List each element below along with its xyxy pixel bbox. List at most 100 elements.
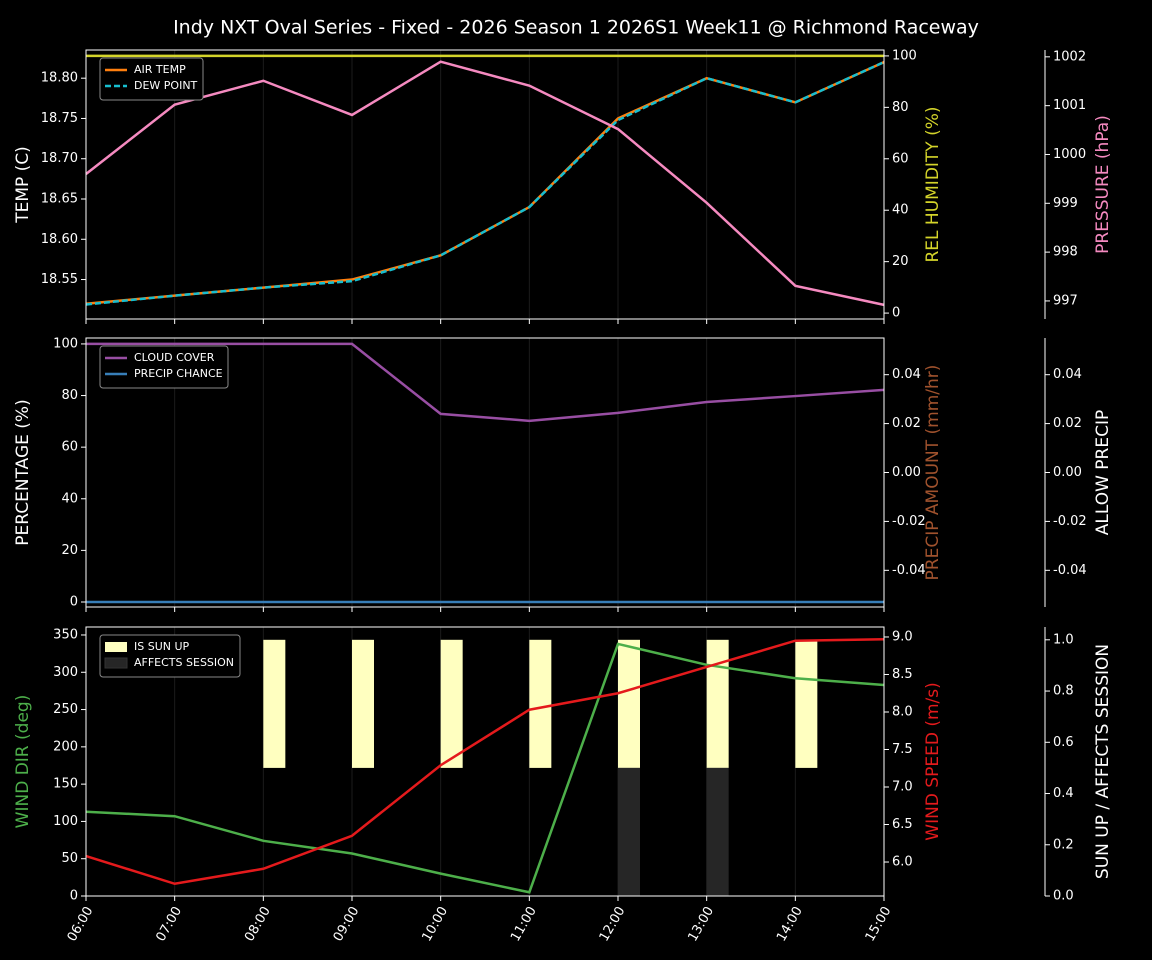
legend-label: AFFECTS SESSION bbox=[134, 656, 234, 669]
y-axis-label: TEMP (C) bbox=[13, 146, 33, 224]
legend-label: PRECIP CHANCE bbox=[134, 367, 223, 380]
bar bbox=[795, 639, 818, 768]
y2-tick-label: 0.02 bbox=[892, 416, 921, 431]
x-tick-label: 08:00 bbox=[242, 904, 274, 944]
y2-tick-label: -0.02 bbox=[892, 514, 926, 529]
y-tick-label: 100 bbox=[53, 336, 78, 351]
x-tick-label: 09:00 bbox=[331, 904, 363, 944]
x-tick-label: 06:00 bbox=[65, 904, 97, 944]
y-axis-label: WIND DIR (deg) bbox=[13, 695, 33, 829]
legend-box bbox=[99, 634, 241, 678]
y-tick-label: 60 bbox=[61, 440, 78, 455]
y3-axis-label: SUN UP / AFFECTS SESSION bbox=[1093, 644, 1113, 879]
y3-tick-label: 0.00 bbox=[1053, 465, 1082, 480]
y3-tick-label: -0.02 bbox=[1053, 514, 1087, 529]
plot-frame bbox=[85, 337, 885, 608]
y3-tick-label: 1001 bbox=[1053, 98, 1086, 113]
x-tick-label: 15:00 bbox=[863, 904, 895, 944]
bar bbox=[618, 767, 640, 896]
bar bbox=[352, 639, 374, 768]
y-tick-label: 350 bbox=[53, 627, 78, 642]
y2-tick-label: 6.5 bbox=[892, 817, 913, 832]
y-tick-label: 20 bbox=[61, 543, 78, 558]
y2-tick-label: 9.0 bbox=[892, 629, 913, 644]
y3-tick-label: 1000 bbox=[1053, 147, 1086, 162]
x-tick-label: 07:00 bbox=[153, 904, 185, 944]
y2-tick-label: 6.0 bbox=[892, 855, 913, 870]
y2-axis-label: PRECIP AMOUNT (mm/hr) bbox=[923, 365, 943, 581]
y2-tick-label: 7.5 bbox=[892, 742, 913, 757]
bar bbox=[440, 639, 463, 768]
y-tick-label: 18.70 bbox=[41, 151, 78, 166]
legend-label: CLOUD COVER bbox=[134, 351, 215, 364]
legend-label: AIR TEMP bbox=[134, 63, 186, 76]
y-tick-label: 250 bbox=[53, 702, 78, 717]
y2-tick-label: -0.04 bbox=[892, 563, 926, 578]
x-tick-label: 12:00 bbox=[597, 904, 629, 944]
y-tick-label: 0 bbox=[70, 889, 78, 904]
y-tick-label: 40 bbox=[61, 491, 78, 506]
line bbox=[85, 60, 885, 307]
y-tick-label: 200 bbox=[53, 739, 78, 754]
x-tick-label: 13:00 bbox=[685, 904, 717, 944]
y2-axis-label: WIND SPEED (m/s) bbox=[923, 682, 943, 840]
bar bbox=[263, 639, 286, 768]
x-tick-label: 14:00 bbox=[774, 904, 806, 944]
y3-tick-label: 1.0 bbox=[1053, 632, 1074, 647]
line bbox=[86, 342, 885, 423]
y2-tick-label: 0 bbox=[892, 306, 900, 321]
chart-title: Indy NXT Oval Series - Fixed - 2026 Seas… bbox=[173, 17, 979, 39]
y3-tick-label: 1002 bbox=[1053, 49, 1086, 64]
y3-axis-label: ALLOW PRECIP bbox=[1093, 410, 1113, 536]
y2-tick-label: 0.00 bbox=[892, 465, 921, 480]
line bbox=[85, 642, 885, 894]
y3-tick-label: 998 bbox=[1053, 245, 1078, 260]
y3-tick-label: 0.04 bbox=[1053, 367, 1082, 382]
y2-axis-label: REL HUMIDITY (%) bbox=[923, 106, 943, 262]
bar bbox=[706, 767, 729, 896]
y2-tick-label: 80 bbox=[892, 100, 909, 115]
y2-tick-label: 40 bbox=[892, 203, 909, 218]
y2-tick-label: 7.0 bbox=[892, 780, 913, 795]
y2-tick-label: 8.0 bbox=[892, 704, 913, 719]
y2-tick-label: 100 bbox=[892, 48, 917, 63]
y2-tick-label: 20 bbox=[892, 254, 909, 269]
x-tick-label: 10:00 bbox=[419, 904, 451, 944]
y-tick-label: 300 bbox=[53, 665, 78, 680]
y3-tick-label: 999 bbox=[1053, 196, 1078, 211]
y-tick-label: 18.65 bbox=[41, 191, 78, 206]
x-tick-label: 11:00 bbox=[508, 904, 540, 944]
y-axis-label: PERCENTAGE (%) bbox=[13, 399, 33, 545]
bar bbox=[618, 639, 640, 768]
y2-tick-label: 8.5 bbox=[892, 667, 913, 682]
line bbox=[85, 637, 885, 886]
y3-tick-label: 0.0 bbox=[1053, 889, 1074, 904]
legend-box bbox=[99, 57, 204, 101]
y-tick-label: 18.55 bbox=[41, 272, 78, 287]
y-tick-label: 0 bbox=[70, 594, 78, 609]
y-tick-label: 18.80 bbox=[41, 71, 78, 86]
y3-tick-label: 0.2 bbox=[1053, 837, 1074, 852]
plot-frame bbox=[85, 49, 885, 320]
plot-frame bbox=[85, 626, 885, 897]
y3-tick-label: 0.4 bbox=[1053, 786, 1074, 801]
y-tick-label: 50 bbox=[61, 851, 78, 866]
y3-tick-label: 0.8 bbox=[1053, 684, 1074, 699]
y3-tick-label: 0.02 bbox=[1053, 416, 1082, 431]
y2-tick-label: 0.04 bbox=[892, 367, 921, 382]
y2-tick-label: 60 bbox=[892, 151, 909, 166]
bar bbox=[529, 639, 552, 768]
y-tick-label: 80 bbox=[61, 388, 78, 403]
line bbox=[85, 60, 885, 306]
y-tick-label: 150 bbox=[53, 777, 78, 792]
legend-label: IS SUN UP bbox=[134, 640, 190, 653]
y-tick-label: 100 bbox=[53, 814, 78, 829]
legend-box bbox=[99, 345, 229, 389]
bar bbox=[706, 639, 729, 768]
y3-tick-label: -0.04 bbox=[1053, 563, 1087, 578]
legend-swatch bbox=[104, 657, 128, 669]
legend-swatch bbox=[105, 642, 127, 652]
y-tick-label: 18.75 bbox=[41, 111, 78, 126]
y3-tick-label: 997 bbox=[1053, 293, 1078, 308]
